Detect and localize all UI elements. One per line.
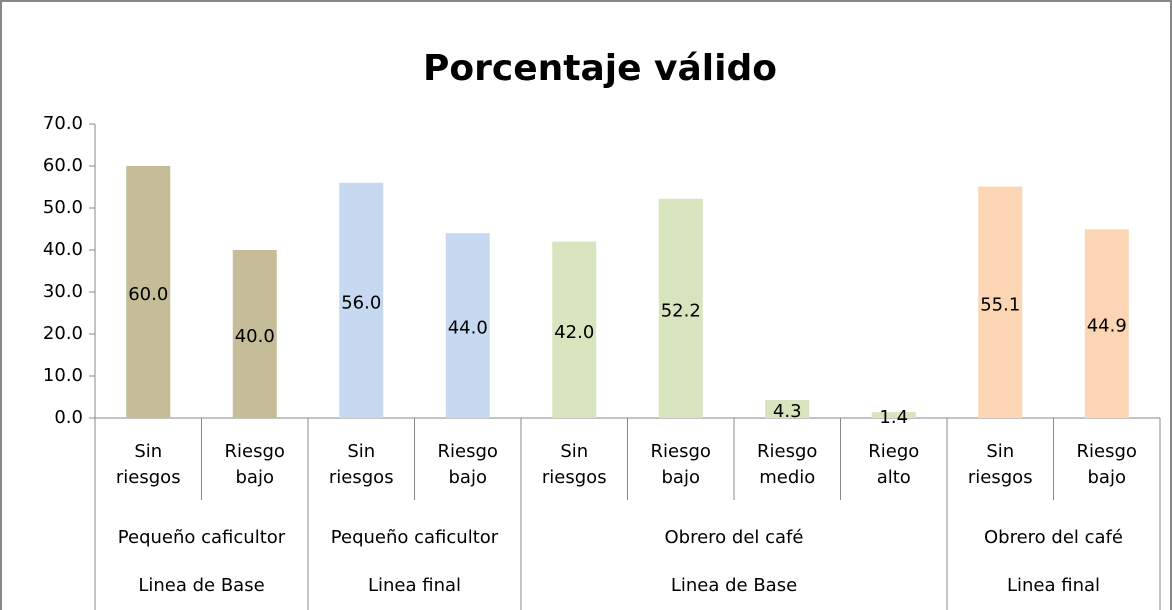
- group-label: Pequeño caficultor: [118, 527, 286, 548]
- data-label: 40.0: [235, 326, 275, 347]
- x-tick-label: Riesgo bajo: [651, 441, 711, 488]
- data-label: 4.3: [773, 401, 802, 422]
- data-label: 52.2: [661, 300, 701, 321]
- bar: [871, 412, 916, 418]
- x-tick-label: Riesgo bajo: [438, 441, 498, 488]
- x-tick-label: Sin riesgos: [116, 441, 181, 488]
- y-tick-label: 70.0: [43, 113, 83, 134]
- x-tick-label: Sin riesgos: [542, 441, 607, 488]
- bar: [339, 182, 384, 418]
- x-tick-label: Riesgo bajo: [1077, 441, 1137, 488]
- y-tick-label: 50.0: [43, 197, 83, 218]
- y-tick-label: 20.0: [43, 323, 83, 344]
- x-tick-label: Riesgo bajo: [225, 441, 285, 488]
- y-tick-label: 40.0: [43, 239, 83, 260]
- group-label: Obrero del café: [984, 527, 1123, 548]
- bar: [658, 198, 703, 418]
- y-tick-label: 10.0: [43, 365, 83, 386]
- data-label: 56.0: [341, 292, 381, 313]
- x-tick-label: Riego alto: [868, 441, 919, 488]
- period-label: Linea final: [1007, 575, 1100, 596]
- bar: [552, 241, 597, 418]
- period-label: Linea de Base: [671, 575, 797, 596]
- period-label: Linea de Base: [138, 575, 264, 596]
- y-tick-label: 60.0: [43, 155, 83, 176]
- x-tick-label: Sin riesgos: [329, 441, 394, 488]
- bar: [445, 233, 490, 418]
- group-label: Pequeño caficultor: [331, 527, 499, 548]
- group-label: Obrero del café: [665, 527, 804, 548]
- bar: [126, 166, 171, 418]
- bar: [1084, 229, 1129, 418]
- y-tick-label: 0.0: [54, 407, 83, 428]
- chart-title: Porcentaje válido: [423, 48, 777, 89]
- x-tick-label: Riesgo medio: [757, 441, 817, 488]
- data-label: 55.1: [980, 294, 1020, 315]
- data-label: 1.4: [879, 407, 908, 428]
- data-label: 60.0: [128, 284, 168, 305]
- data-label: 44.0: [448, 318, 488, 339]
- data-label: 42.0: [554, 322, 594, 343]
- bar: [978, 186, 1023, 418]
- bar: [765, 399, 810, 418]
- y-tick-label: 30.0: [43, 281, 83, 302]
- bar: [232, 250, 277, 418]
- data-label: 44.9: [1087, 316, 1127, 337]
- period-label: Linea final: [368, 575, 461, 596]
- x-tick-label: Sin riesgos: [968, 441, 1033, 488]
